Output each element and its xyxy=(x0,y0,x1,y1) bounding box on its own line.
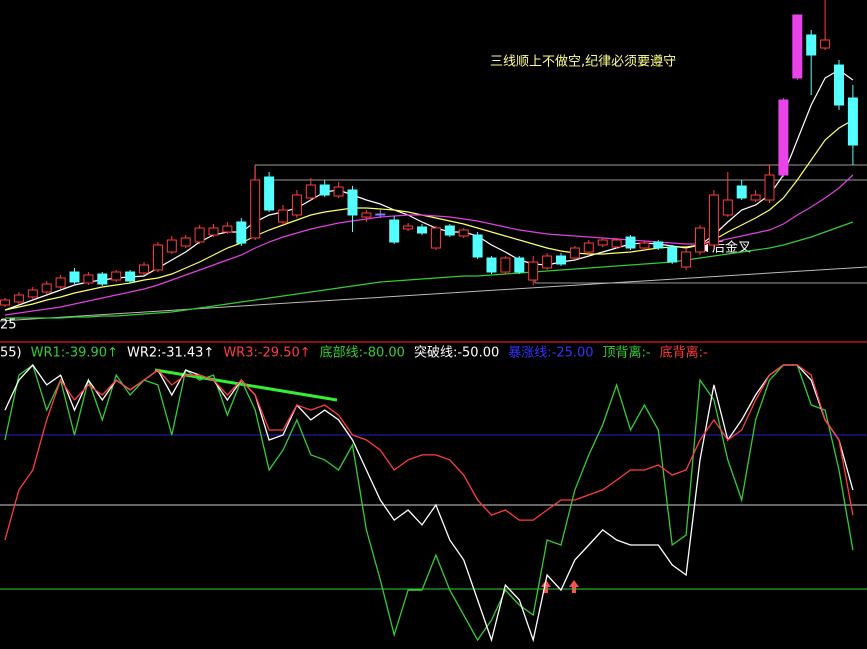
candle-body xyxy=(778,99,789,176)
candle-body xyxy=(0,299,10,306)
header-item: 顶背离:- xyxy=(603,345,651,361)
candle-body xyxy=(278,209,288,223)
candle-body xyxy=(514,257,525,273)
candle-body xyxy=(194,227,205,243)
wr-line xyxy=(4,363,854,642)
candle-body xyxy=(486,257,497,273)
candle-body xyxy=(208,227,219,236)
candle-body xyxy=(542,255,553,269)
candle-body xyxy=(166,239,177,253)
candle-body xyxy=(13,294,24,303)
candle-body xyxy=(430,227,441,249)
wr-line xyxy=(4,364,854,541)
candle-body xyxy=(41,283,52,293)
candle-body xyxy=(611,239,622,248)
candle-body xyxy=(834,64,844,106)
moving-average xyxy=(5,221,854,319)
candle-body xyxy=(764,174,775,201)
candle-body xyxy=(695,227,705,253)
candle-body xyxy=(264,176,275,211)
candle-body xyxy=(319,184,330,196)
layout xyxy=(0,164,867,343)
candle-body xyxy=(403,225,414,230)
candle-body xyxy=(222,225,233,233)
candle-body xyxy=(708,194,719,246)
candle-body xyxy=(27,289,38,298)
candle-body xyxy=(500,257,511,273)
corner-label: 25 xyxy=(0,318,17,333)
candle-body xyxy=(375,213,386,216)
candle-body xyxy=(417,226,427,234)
header-item: 底部线:-80.00 xyxy=(320,345,405,361)
candle-body xyxy=(444,225,455,236)
candle-body xyxy=(806,34,817,56)
candle-body xyxy=(569,247,580,259)
candle-body xyxy=(97,273,108,285)
header-item: 底背离:- xyxy=(660,345,708,361)
long-average xyxy=(0,266,867,322)
candle-body xyxy=(291,194,302,216)
candle-body xyxy=(583,242,594,253)
candle-body xyxy=(736,185,747,199)
candle-body xyxy=(667,246,678,263)
candle-body xyxy=(139,264,149,274)
candle-body xyxy=(653,241,664,249)
candle-body xyxy=(820,39,831,49)
candle-body xyxy=(625,236,636,249)
header-item: WR3:-29.50↑ xyxy=(223,346,310,361)
header-item: WR1:-39.90↑ xyxy=(31,346,118,361)
candle-body xyxy=(236,221,247,244)
candle-body xyxy=(792,14,803,79)
candle-body xyxy=(125,271,136,282)
candle-body xyxy=(750,194,761,201)
candle-body xyxy=(722,199,733,216)
candle-body xyxy=(556,255,566,265)
signal-arrow xyxy=(541,580,551,593)
candle-body xyxy=(55,277,66,288)
candle-body xyxy=(361,212,372,218)
header-item: WR2:-31.43↑ xyxy=(127,346,214,361)
candle-body xyxy=(389,219,400,243)
candle-body xyxy=(347,189,358,216)
candle-body xyxy=(847,97,858,146)
candle-body xyxy=(528,261,539,281)
candle-body xyxy=(472,234,483,258)
candle-body xyxy=(305,184,316,199)
candle-body xyxy=(250,179,261,239)
candle-body xyxy=(639,242,650,249)
candle-body xyxy=(458,229,469,237)
candle-body xyxy=(597,239,608,246)
candle-body xyxy=(111,271,122,281)
indicator-header: 55) WR1:-39.90↑ WR2:-31.43↑ WR3:-29.50↑ 底部线:… xyxy=(0,345,708,361)
wr-line xyxy=(4,363,854,643)
candle-body xyxy=(180,237,191,247)
header-item: 暴涨线:-25.00 xyxy=(508,346,593,361)
annotation: 三线顺上不做空,纪律必须要遵守 xyxy=(490,54,676,70)
header-item: 突破线:-50.00 xyxy=(414,345,499,361)
candle-body xyxy=(69,271,80,283)
candle-body xyxy=(681,251,692,268)
candle-body xyxy=(83,274,94,284)
candle-body xyxy=(152,244,163,271)
signal-arrow xyxy=(569,580,579,593)
header-item: 55) xyxy=(0,346,22,361)
candle-body xyxy=(333,186,344,197)
